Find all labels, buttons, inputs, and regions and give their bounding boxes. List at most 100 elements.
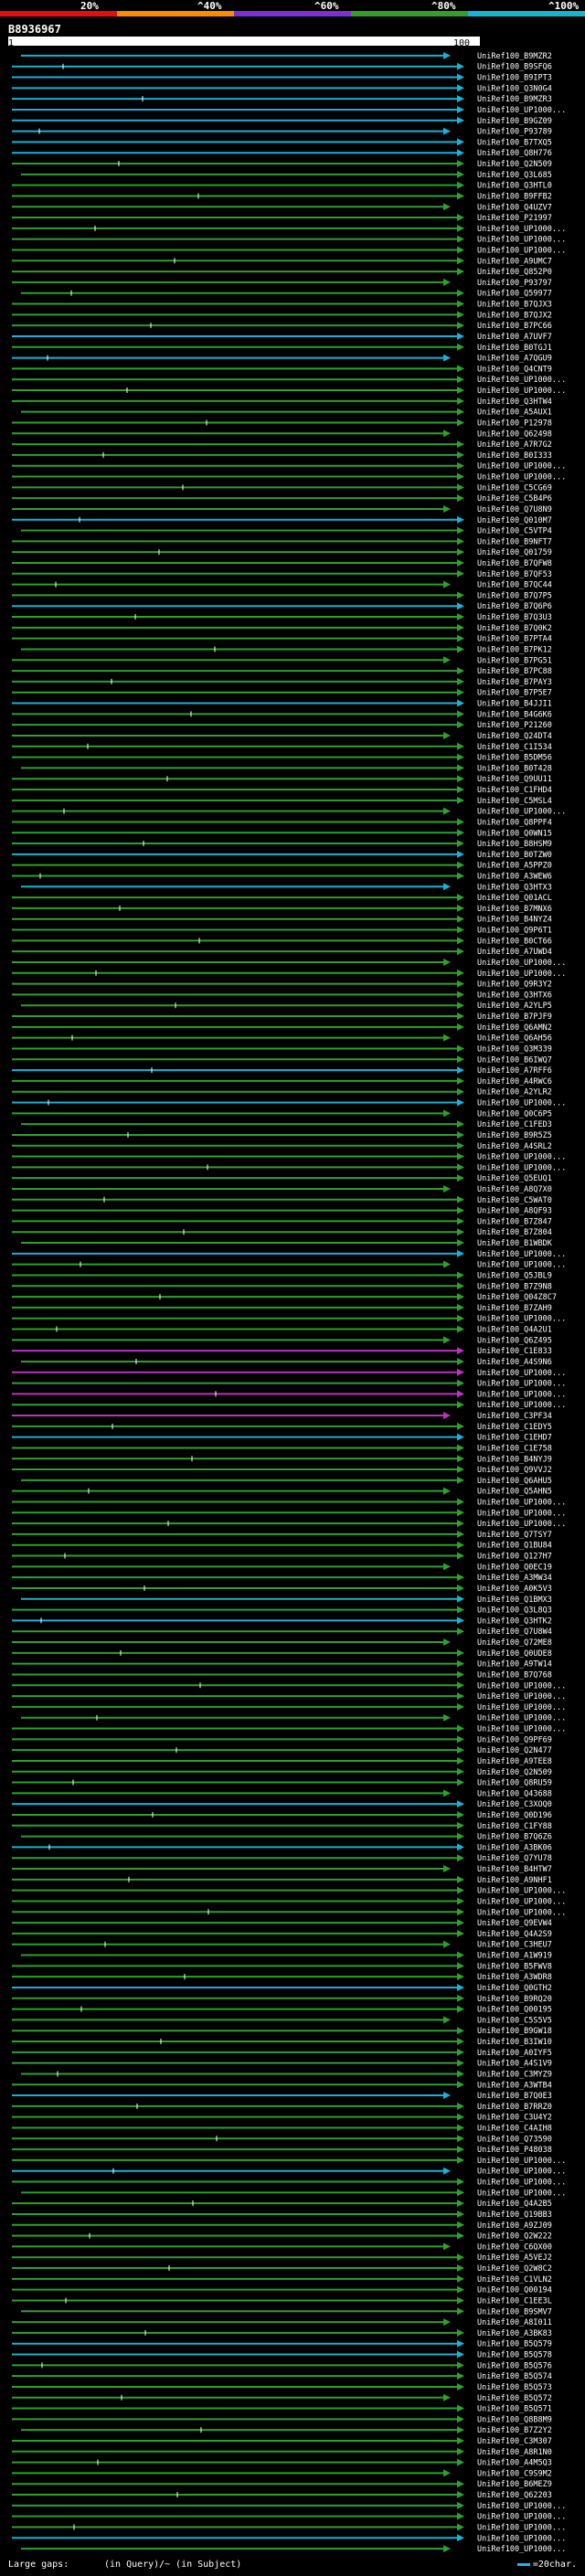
hit-label[interactable]: UniRef100_A7R7G2: [477, 440, 552, 450]
hit-label[interactable]: UniRef100_B7PC88: [477, 667, 552, 676]
hit-row[interactable]: UniRef100_B7QC44: [12, 580, 552, 590]
hit-row[interactable]: UniRef100_Q01ACL: [12, 894, 552, 903]
hit-label[interactable]: UniRef100_A4SRL2: [477, 1142, 552, 1151]
hit-label[interactable]: UniRef100_Q24DT4: [477, 732, 552, 741]
hit-label[interactable]: UniRef100_UP1000...: [477, 236, 566, 245]
hit-label[interactable]: UniRef100_C5MSL4: [477, 797, 552, 806]
hit-label[interactable]: UniRef100_C1E758: [477, 1444, 552, 1453]
hit-label[interactable]: UniRef100_B0CT66: [477, 937, 552, 946]
hit-row[interactable]: UniRef100_Q6Z495: [12, 1336, 552, 1345]
hit-label[interactable]: UniRef100_A5PPZ0: [477, 862, 552, 871]
hit-label[interactable]: UniRef100_Q5JBL9: [477, 1271, 552, 1280]
hit-row[interactable]: UniRef100_B5Q571: [12, 2404, 552, 2414]
hit-label[interactable]: UniRef100_B9SFQ6: [477, 63, 552, 72]
hit-row[interactable]: UniRef100_A5AUX1: [21, 408, 552, 418]
hit-label[interactable]: UniRef100_B7Q0K2: [477, 624, 552, 633]
hit-row[interactable]: UniRef100_B7RRZ0: [12, 2102, 552, 2112]
hit-row[interactable]: UniRef100_A8R1N0: [12, 2447, 552, 2457]
hit-label[interactable]: UniRef100_UP1000...: [477, 1153, 566, 1162]
hit-label[interactable]: UniRef100_Q2N509: [477, 160, 552, 169]
hit-row[interactable]: UniRef100_A1W919: [21, 1951, 552, 1961]
hit-label[interactable]: UniRef100_UP1000...: [477, 1897, 566, 1906]
hit-row[interactable]: UniRef100_A5PPZ0: [12, 861, 552, 871]
hit-label[interactable]: UniRef100_Q4A2U1: [477, 1326, 552, 1335]
hit-label[interactable]: UniRef100_P12978: [477, 419, 552, 428]
hit-label[interactable]: UniRef100_A2YLR2: [477, 1088, 552, 1097]
hit-label[interactable]: UniRef100_A4S1V9: [477, 2060, 552, 2069]
hit-row[interactable]: UniRef100_UP1000...: [12, 2512, 566, 2522]
hit-label[interactable]: UniRef100_C1FED3: [477, 1120, 552, 1129]
hit-row[interactable]: UniRef100_Q59977: [21, 289, 552, 299]
hit-row[interactable]: UniRef100_Q01759: [12, 548, 552, 557]
hit-label[interactable]: UniRef100_B7QC44: [477, 581, 552, 590]
hit-label[interactable]: UniRef100_UP1000...: [477, 1315, 566, 1324]
hit-label[interactable]: UniRef100_Q19BB3: [477, 2210, 552, 2220]
hit-row[interactable]: UniRef100_Q00195: [12, 2005, 552, 2015]
hit-row[interactable]: UniRef100_Q010M7: [12, 515, 552, 525]
hit-label[interactable]: UniRef100_UP1000...: [477, 1887, 566, 1896]
hit-label[interactable]: UniRef100_B9SMV7: [477, 2307, 552, 2316]
hit-row[interactable]: UniRef100_UP1000...: [12, 1098, 566, 1108]
hit-row[interactable]: UniRef100_B7Z847: [12, 1217, 552, 1226]
hit-row[interactable]: UniRef100_Q0GTH2: [12, 1983, 552, 1993]
hit-row[interactable]: UniRef100_B5Q574: [12, 2372, 552, 2381]
hit-label[interactable]: UniRef100_B0I333: [477, 451, 552, 461]
hit-row[interactable]: UniRef100_A4RWC6: [12, 1076, 552, 1087]
hit-label[interactable]: UniRef100_B3IW10: [477, 2038, 552, 2047]
hit-label[interactable]: UniRef100_B9GZ09: [477, 117, 552, 126]
hit-row[interactable]: UniRef100_A7UVF7: [12, 332, 552, 342]
hit-row[interactable]: UniRef100_Q3HTL0: [12, 181, 552, 191]
hit-row[interactable]: UniRef100_Q3L8Q3: [12, 1606, 552, 1616]
hit-label[interactable]: UniRef100_B7PC66: [477, 322, 552, 331]
hit-label[interactable]: UniRef100_Q9UU11: [477, 775, 552, 784]
hit-row[interactable]: UniRef100_Q0WN15: [12, 829, 552, 838]
hit-label[interactable]: UniRef100_B5Q574: [477, 2372, 552, 2381]
hit-row[interactable]: UniRef100_A7UWD4: [12, 948, 552, 957]
hit-row[interactable]: UniRef100_A4M5Q3: [12, 2458, 552, 2468]
hit-row[interactable]: UniRef100_Q62498: [12, 429, 552, 439]
hit-label[interactable]: UniRef100_B7Z9N8: [477, 1282, 552, 1291]
hit-label[interactable]: UniRef100_Q6AH56: [477, 1034, 552, 1044]
hit-row[interactable]: UniRef100_B9MZR2: [21, 51, 552, 61]
hit-row[interactable]: UniRef100_P21997: [12, 214, 552, 223]
hit-row[interactable]: UniRef100_Q4CNT9: [12, 365, 552, 374]
hit-label[interactable]: UniRef100_B0TGJ1: [477, 344, 552, 353]
hit-row[interactable]: UniRef100_B7Z804: [12, 1228, 552, 1237]
hit-label[interactable]: UniRef100_UP1000...: [477, 1390, 566, 1399]
hit-label[interactable]: UniRef100_B5Q573: [477, 2383, 552, 2392]
hit-row[interactable]: UniRef100_Q8H776: [12, 149, 552, 158]
hit-label[interactable]: UniRef100_A0IYF5: [477, 2049, 552, 2058]
hit-label[interactable]: UniRef100_UP1000...: [477, 1250, 566, 1259]
hit-row[interactable]: UniRef100_C1I534: [12, 742, 552, 752]
hit-row[interactable]: UniRef100_Q3M339: [12, 1044, 552, 1054]
hit-label[interactable]: UniRef100_C9S9M2: [477, 2469, 552, 2478]
hit-label[interactable]: UniRef100_A1W919: [477, 1952, 552, 1961]
hit-row[interactable]: UniRef100_UP1000...: [12, 1249, 566, 1259]
hit-row[interactable]: UniRef100_B7PK12: [21, 645, 552, 654]
hit-label[interactable]: UniRef100_UP1000...: [477, 1401, 566, 1410]
hit-label[interactable]: UniRef100_A4M5Q3: [477, 2459, 552, 2468]
hit-label[interactable]: UniRef100_Q59977: [477, 290, 552, 299]
hit-label[interactable]: UniRef100_B7QJX2: [477, 311, 552, 320]
hit-label[interactable]: UniRef100_C1EE3L: [477, 2296, 552, 2306]
hit-label[interactable]: UniRef100_Q01759: [477, 548, 552, 557]
hit-row[interactable]: UniRef100_UP1000...: [12, 1163, 566, 1172]
hit-row[interactable]: UniRef100_B9IPT3: [12, 73, 552, 83]
hit-row[interactable]: UniRef100_Q4UZV7: [12, 203, 552, 212]
hit-label[interactable]: UniRef100_Q5EUQ1: [477, 1174, 552, 1183]
hit-label[interactable]: UniRef100_A7RFF6: [477, 1066, 552, 1076]
hit-row[interactable]: UniRef100_B9RQ20: [12, 1994, 552, 2004]
hit-label[interactable]: UniRef100_Q2N509: [477, 1768, 552, 1777]
hit-label[interactable]: UniRef100_P21260: [477, 721, 552, 730]
hit-row[interactable]: UniRef100_B9FFB2: [12, 192, 552, 201]
hit-row[interactable]: UniRef100_C5B4P6: [12, 494, 552, 504]
hit-row[interactable]: UniRef100_A9NHF1: [12, 1875, 552, 1885]
hit-row[interactable]: UniRef100_UP1000...: [12, 1908, 566, 1917]
hit-row[interactable]: UniRef100_B7PC88: [12, 667, 552, 676]
hit-label[interactable]: UniRef100_UP1000...: [477, 2178, 566, 2188]
hit-row[interactable]: UniRef100_Q2N509: [12, 1767, 552, 1777]
hit-row[interactable]: UniRef100_B7Q7P5: [12, 591, 552, 600]
hit-label[interactable]: UniRef100_UP1000...: [477, 1908, 566, 1917]
hit-label[interactable]: UniRef100_A9UMC7: [477, 257, 552, 266]
hit-row[interactable]: UniRef100_A3WEW6: [12, 872, 552, 881]
